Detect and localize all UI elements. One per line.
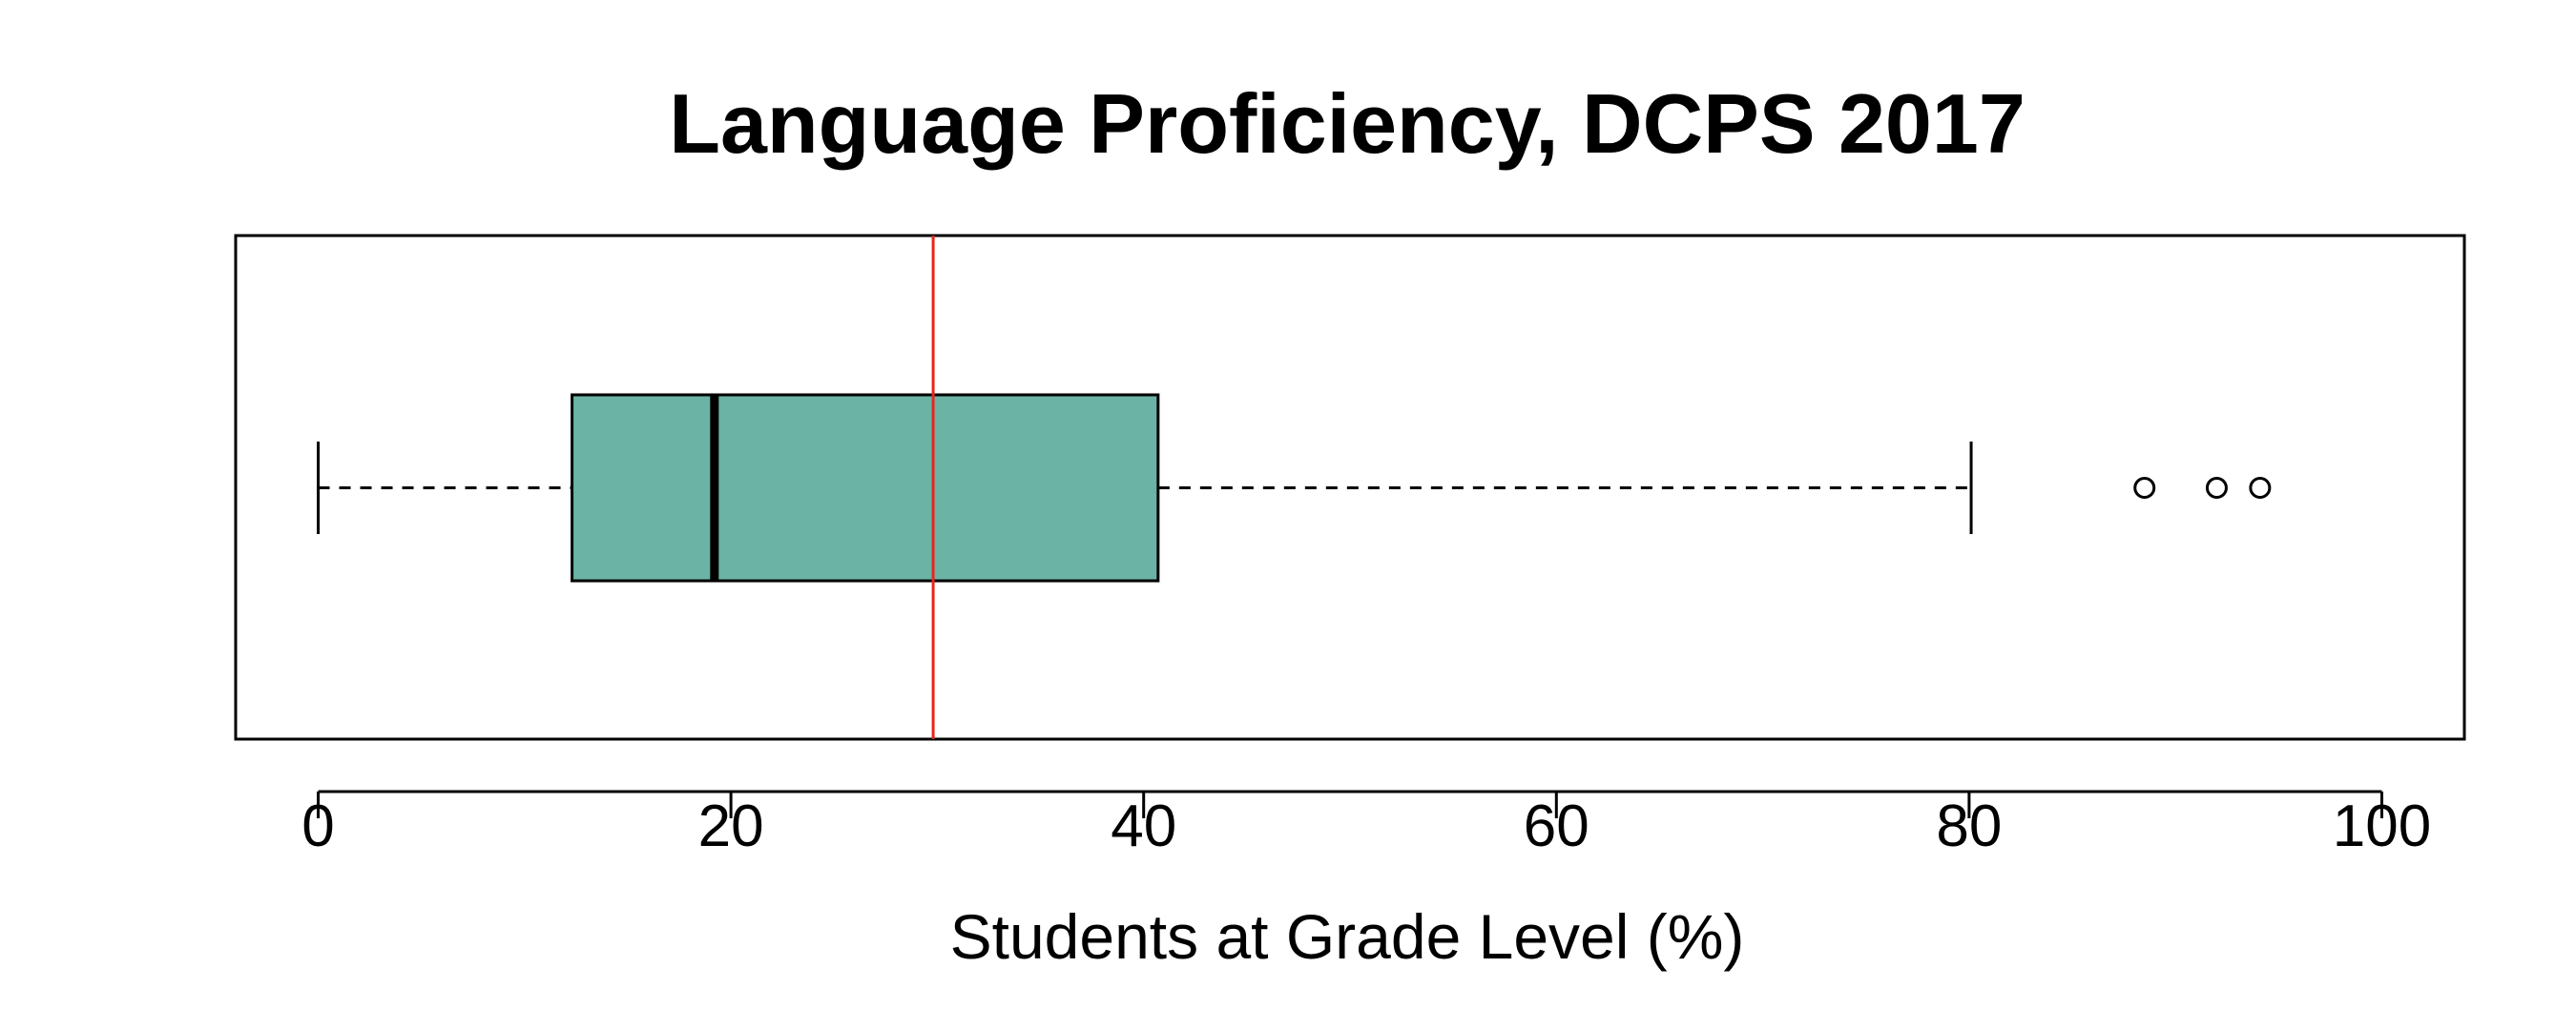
x-tick-label: 20 [698,793,764,859]
plot-frame [234,234,2466,741]
outlier-point [2133,477,2156,499]
outlier-point [2205,477,2228,499]
outlier-point [2249,477,2272,499]
x-tick-label: 40 [1111,793,1176,859]
x-axis: 0 20 40 60 80 100 [301,790,2431,859]
chart-title: Language Proficiency, DCPS 2017 [669,76,2025,171]
x-axis-label: Students at Grade Level (%) [950,901,1745,972]
iqr-box [571,393,1160,583]
x-tick-label: 60 [1524,793,1589,859]
x-tick-label: 100 [2333,793,2431,859]
x-tick-label: 80 [1936,793,2002,859]
x-tick-label: 0 [301,793,334,859]
box-layer [317,393,2272,583]
